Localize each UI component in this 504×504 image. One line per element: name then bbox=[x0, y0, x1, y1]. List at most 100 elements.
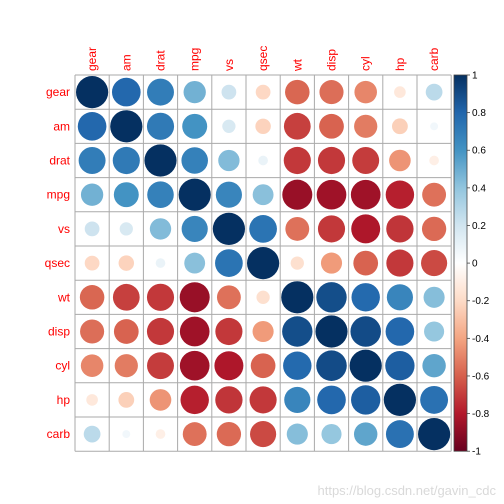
corr-circle-qsec-drat bbox=[155, 258, 166, 268]
corr-circle-qsec-gear bbox=[84, 255, 100, 271]
corr-circle-vs-cyl bbox=[351, 214, 381, 244]
corr-circle-carb-gear bbox=[83, 425, 101, 443]
corr-circle-carb-cyl bbox=[353, 422, 378, 446]
corr-circle-vs-carb bbox=[421, 216, 447, 242]
corr-circle-vs-wt bbox=[285, 216, 310, 241]
corr-circle-disp-am bbox=[113, 319, 139, 344]
corr-circle-cyl-vs bbox=[214, 351, 244, 381]
corr-circle-gear-drat bbox=[147, 78, 174, 106]
corr-circle-wt-am bbox=[112, 283, 140, 311]
corr-circle-cyl-gear bbox=[80, 354, 104, 377]
corr-circle-drat-drat bbox=[144, 144, 177, 177]
corr-circle-qsec-cyl bbox=[353, 250, 379, 276]
corr-circle-mpg-hp bbox=[385, 180, 415, 209]
corr-circle-disp-gear bbox=[80, 319, 105, 344]
row-label-carb: carb bbox=[47, 427, 71, 441]
corr-circle-carb-vs bbox=[216, 421, 242, 447]
column-label-qsec: qsec bbox=[256, 46, 270, 71]
corr-circle-gear-mpg bbox=[183, 80, 206, 104]
corr-circle-vs-vs bbox=[212, 212, 245, 245]
corr-circle-qsec-disp bbox=[320, 252, 343, 274]
column-label-drat: drat bbox=[154, 50, 168, 71]
corr-circle-qsec-hp bbox=[386, 249, 414, 277]
corr-circle-mpg-mpg bbox=[178, 178, 211, 211]
corr-circle-mpg-carb bbox=[422, 182, 447, 207]
corr-circle-disp-cyl bbox=[350, 316, 381, 347]
corr-circle-vs-mpg bbox=[181, 215, 208, 242]
corr-circle-cyl-mpg bbox=[179, 350, 210, 381]
corr-circle-mpg-gear bbox=[80, 183, 104, 206]
corr-circle-am-mpg bbox=[182, 113, 208, 139]
corr-circle-am-wt bbox=[283, 112, 311, 140]
corr-circle-qsec-qsec bbox=[247, 247, 280, 280]
corr-circle-qsec-wt bbox=[290, 256, 304, 270]
row-labels: gear am drat mpg vs qsec wt disp cyl hp carb bbox=[45, 85, 71, 441]
corr-circle-cyl-wt bbox=[283, 351, 312, 380]
corr-circle-qsec-carb bbox=[421, 250, 448, 277]
corr-circle-hp-wt bbox=[284, 386, 311, 413]
corr-circle-gear-disp bbox=[319, 80, 344, 105]
row-label-mpg: mpg bbox=[47, 188, 70, 202]
corr-circle-disp-carb bbox=[424, 321, 445, 342]
column-label-cyl: cyl bbox=[359, 56, 373, 71]
corr-circle-cyl-cyl bbox=[349, 349, 382, 382]
corr-circle-carb-wt bbox=[286, 423, 308, 445]
corr-circle-carb-mpg bbox=[182, 422, 207, 447]
row-label-drat: drat bbox=[49, 154, 70, 168]
corr-circle-am-carb bbox=[430, 122, 439, 131]
column-label-hp: hp bbox=[393, 57, 407, 71]
column-label-gear: gear bbox=[85, 47, 99, 71]
colorbar-tick-label: 0.8 bbox=[472, 108, 486, 119]
corr-circle-gear-am bbox=[111, 77, 141, 107]
corr-circle-hp-carb bbox=[420, 385, 449, 414]
corr-circle-drat-gear bbox=[78, 147, 106, 174]
corr-circle-am-hp bbox=[392, 118, 408, 135]
corr-circle-drat-disp bbox=[317, 146, 346, 175]
corr-circle-am-disp bbox=[319, 113, 344, 139]
corr-circle-disp-hp bbox=[385, 317, 415, 346]
corr-circle-drat-qsec bbox=[258, 155, 268, 166]
colorbar-tick-label: 1 bbox=[472, 71, 478, 82]
corr-circle-cyl-drat bbox=[147, 352, 174, 380]
corr-circle-hp-gear bbox=[86, 394, 98, 406]
corr-circle-wt-vs bbox=[216, 285, 241, 310]
corr-circle-mpg-am bbox=[113, 182, 139, 208]
corr-circle-wt-gear bbox=[79, 285, 105, 310]
corr-circle-mpg-drat bbox=[147, 181, 174, 208]
colorbar-tick-label: -0.8 bbox=[472, 409, 490, 420]
corr-circle-gear-cyl bbox=[354, 80, 377, 104]
corr-circle-cyl-hp bbox=[385, 351, 415, 381]
corr-circle-disp-mpg bbox=[179, 316, 210, 347]
corr-circle-gear-wt bbox=[285, 79, 310, 105]
corr-circle-drat-vs bbox=[218, 149, 240, 172]
column-label-carb: carb bbox=[427, 47, 441, 71]
corr-circle-carb-qsec bbox=[250, 421, 277, 448]
row-label-cyl: cyl bbox=[55, 359, 70, 373]
corr-circle-carb-disp bbox=[321, 424, 342, 445]
colorbar-tick-label: 0.6 bbox=[472, 146, 486, 157]
corr-circle-drat-am bbox=[112, 146, 140, 175]
colorbar-tick-label: -0.2 bbox=[472, 296, 490, 307]
corr-circle-vs-am bbox=[119, 222, 133, 236]
corr-circle-cyl-disp bbox=[316, 350, 347, 381]
colorbar-gradient bbox=[454, 75, 467, 452]
corr-circle-disp-vs bbox=[215, 317, 243, 346]
corr-circle-drat-hp bbox=[389, 149, 411, 172]
corr-circle-am-vs bbox=[222, 119, 236, 133]
row-label-wt: wt bbox=[57, 290, 71, 304]
corr-circle-qsec-am bbox=[118, 255, 135, 271]
corr-circle-disp-qsec bbox=[252, 320, 274, 343]
column-labels: gear am drat mpg vs qsec wt disp cyl hp carb bbox=[85, 46, 441, 72]
corr-circle-disp-disp bbox=[315, 315, 348, 348]
column-label-disp: disp bbox=[325, 49, 339, 71]
corr-circle-vs-qsec bbox=[249, 215, 277, 243]
colorbar-tick-label: 0.2 bbox=[472, 221, 486, 232]
column-label-wt: wt bbox=[290, 58, 304, 72]
corr-circle-am-gear bbox=[77, 111, 107, 141]
row-label-am: am bbox=[53, 119, 70, 133]
corr-circle-drat-mpg bbox=[181, 147, 208, 174]
corr-circle-mpg-vs bbox=[215, 181, 242, 208]
corr-circle-wt-carb bbox=[423, 286, 445, 308]
corr-circle-am-drat bbox=[146, 112, 175, 140]
